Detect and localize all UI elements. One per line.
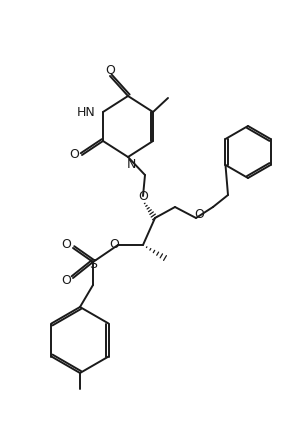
Text: O: O	[194, 208, 204, 222]
Text: O: O	[61, 239, 71, 251]
Text: O: O	[105, 63, 115, 77]
Text: HN: HN	[76, 106, 95, 118]
Text: O: O	[61, 274, 71, 288]
Text: N: N	[126, 158, 136, 170]
Text: S: S	[89, 257, 97, 271]
Text: O: O	[69, 149, 79, 161]
Text: O: O	[138, 190, 148, 202]
Text: O: O	[109, 239, 119, 251]
